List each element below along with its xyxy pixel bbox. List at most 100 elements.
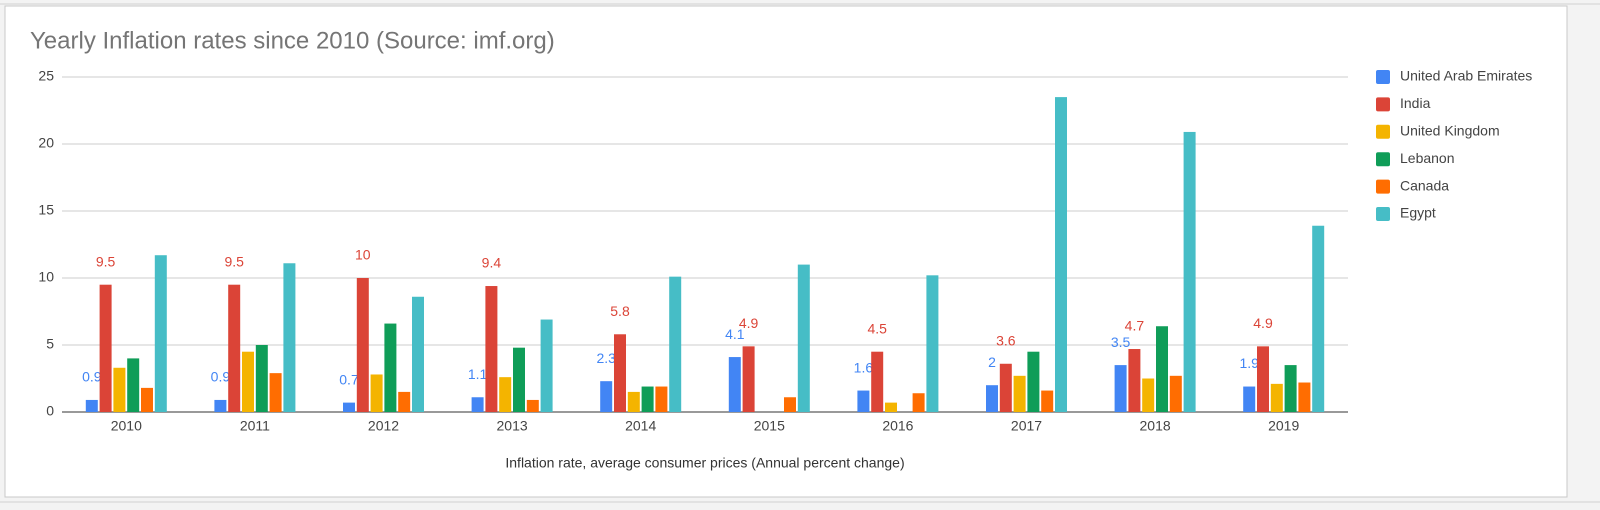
bar [871, 351, 884, 412]
bar [1128, 349, 1141, 412]
legend-swatch [1376, 124, 1390, 139]
data-label: 0.9 [211, 369, 231, 385]
bar [857, 390, 870, 412]
chart-frame [4, 5, 1568, 498]
bar [398, 391, 411, 412]
bar [600, 381, 613, 412]
x-tick-label: 2014 [625, 418, 656, 434]
bar [412, 296, 424, 412]
data-label: 3.5 [1111, 334, 1131, 350]
bar [370, 374, 383, 412]
x-tick-label: 2012 [368, 418, 399, 434]
bar [986, 385, 998, 412]
bar [912, 393, 925, 412]
bar [384, 323, 397, 412]
data-label: 9.5 [96, 253, 116, 269]
x-tick-label: 2016 [882, 418, 913, 434]
bar [728, 357, 741, 412]
x-axis-title: Inflation rate, average consumer prices … [505, 455, 904, 471]
bar [1257, 346, 1269, 412]
data-label: 9.5 [224, 253, 244, 269]
bar [283, 263, 296, 412]
legend-swatch [1376, 152, 1390, 167]
data-label: 4.1 [725, 326, 745, 342]
x-tick-label: 2015 [754, 418, 785, 434]
bar [526, 399, 539, 412]
bar [356, 278, 369, 412]
legend-swatch [1376, 207, 1390, 221]
bar [1055, 97, 1067, 412]
data-label: 1.1 [468, 366, 488, 382]
legend-label: United Kingdom [1400, 123, 1500, 139]
data-label: 3.6 [996, 332, 1016, 348]
bar [1298, 382, 1311, 412]
bar [154, 255, 167, 412]
bar [999, 363, 1012, 412]
data-label: 2.3 [596, 350, 616, 366]
data-label: 9.4 [482, 255, 502, 271]
chart-title: Yearly Inflation rates since 2010 (Sourc… [30, 27, 555, 54]
data-label: 10 [355, 247, 371, 263]
bar [1183, 131, 1196, 412]
y-tick-label: 20 [38, 135, 54, 151]
x-tick-label: 2018 [1140, 418, 1171, 434]
data-label: 4.9 [739, 315, 759, 331]
legend-swatch [1376, 179, 1390, 194]
legend-swatch [1376, 97, 1390, 112]
y-tick-label: 5 [46, 336, 54, 352]
legend-label: United Arab Emirates [1400, 68, 1532, 84]
bar [343, 402, 355, 412]
bar [228, 284, 241, 412]
data-label: 1.6 [854, 359, 874, 375]
bar [99, 284, 112, 412]
x-tick-label: 2010 [111, 418, 142, 434]
bar [742, 346, 755, 412]
data-label: 5.8 [610, 303, 630, 319]
data-label: 0.9 [82, 369, 102, 385]
data-label: 0.7 [339, 371, 359, 387]
bar [1243, 386, 1256, 412]
legend-label: India [1400, 95, 1431, 111]
legend-label: Egypt [1400, 205, 1436, 221]
bar [655, 386, 668, 412]
bar [214, 399, 227, 412]
bar [269, 373, 282, 412]
bar [127, 358, 140, 412]
data-label: 4.9 [1253, 315, 1273, 331]
bar [669, 276, 682, 412]
bar [627, 391, 640, 412]
bar [1169, 375, 1182, 412]
bar [797, 264, 810, 412]
bar [926, 275, 939, 412]
x-tick-label: 2019 [1268, 418, 1299, 434]
legend-swatch [1376, 70, 1390, 84]
bar [1156, 326, 1168, 412]
bar [1114, 365, 1127, 412]
bar [885, 402, 897, 412]
bar [641, 386, 654, 412]
bar [513, 347, 525, 412]
bar [1284, 365, 1297, 412]
bar [113, 367, 126, 412]
bar [485, 286, 498, 412]
y-tick-label: 0 [46, 403, 54, 419]
legend-label: Lebanon [1400, 150, 1455, 166]
bar [1041, 390, 1054, 412]
bar [1013, 375, 1026, 412]
bar [242, 351, 254, 412]
data-label: 4.5 [867, 320, 887, 336]
y-tick-label: 25 [38, 68, 54, 84]
y-tick-label: 10 [38, 269, 54, 285]
bar [471, 397, 484, 412]
bar [1270, 383, 1283, 412]
bar [1312, 225, 1325, 412]
bar [141, 387, 153, 412]
data-label: 1.9 [1239, 355, 1259, 371]
x-tick-label: 2017 [1011, 418, 1042, 434]
x-tick-label: 2011 [240, 418, 270, 434]
bar [1142, 378, 1155, 412]
bar [614, 334, 626, 412]
data-label: 4.7 [1125, 318, 1145, 334]
y-tick-label: 15 [38, 202, 54, 218]
